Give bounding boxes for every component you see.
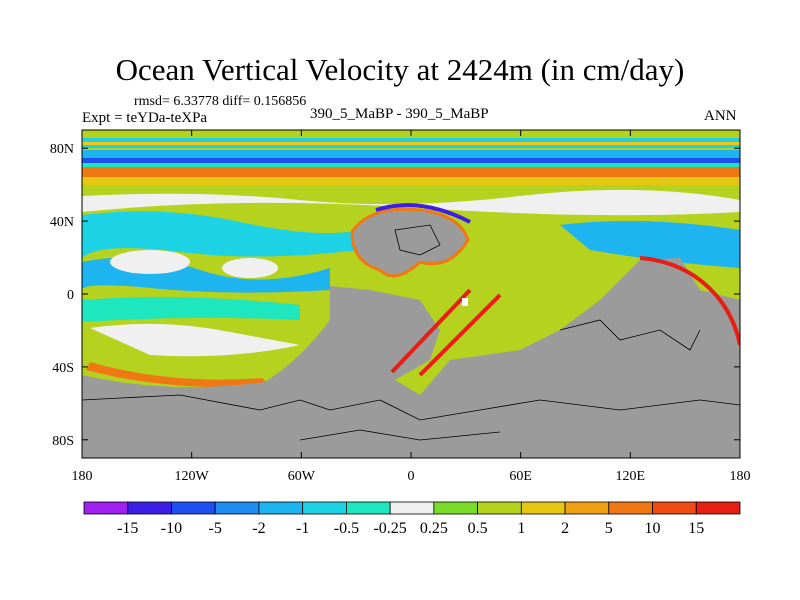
coastline [394, 224, 441, 256]
colorbar-label: -10 [161, 520, 182, 537]
colorbar-label: -0.5 [334, 520, 359, 537]
colorbar-label: 0.5 [468, 520, 488, 537]
arctic-band [82, 167, 740, 177]
arctic-band [82, 150, 740, 158]
x-tick-label: 60E [509, 469, 532, 484]
case-comparison-label: 390_5_MaBP - 390_5_MaBP [310, 106, 489, 122]
arctic-band [82, 177, 740, 185]
x-tick-label: 180 [730, 469, 751, 484]
colorbar-label: -2 [252, 520, 265, 537]
boundary-current [639, 256, 740, 346]
colorbar-label: 10 [645, 520, 661, 537]
land-north [350, 207, 470, 278]
x-tick-label: 120W [175, 469, 210, 484]
y-tick-label: 80S [52, 434, 74, 449]
coastline [299, 429, 501, 441]
colorbar-swatch [302, 501, 347, 515]
colorbar-swatch [171, 501, 216, 515]
field-patch [86, 362, 270, 388]
colorbar-swatch [345, 501, 391, 515]
x-tick-label: 120E [616, 469, 646, 484]
colorbar-swatch [477, 501, 522, 515]
map-field [82, 130, 740, 458]
colorbar-swatch [127, 501, 172, 515]
rmsd-diff-stats: rmsd= 6.33778 diff= 0.156856 [134, 94, 307, 109]
field-patch [82, 189, 740, 216]
colorbar-swatch [214, 501, 260, 515]
boundary-current [390, 288, 502, 377]
y-tick-label: 80N [50, 142, 74, 157]
colorbar-swatch [608, 501, 653, 515]
colorbar-label: -5 [209, 520, 222, 537]
colorbar-swatch [258, 501, 304, 515]
colorbar-swatch [389, 501, 435, 515]
colorbar-label: -1 [296, 520, 309, 537]
colorbar-label: 15 [688, 520, 704, 537]
colorbar-label: 2 [561, 520, 569, 537]
colorbar-label: 5 [605, 520, 613, 537]
coastline [559, 319, 701, 351]
x-tick-label: 0 [408, 469, 415, 484]
x-tick-label: 180 [72, 469, 93, 484]
x-tick-label: 60W [288, 469, 316, 484]
field-patch [110, 250, 190, 274]
colorbar-swatch [433, 501, 479, 515]
colorbar-label: -15 [117, 520, 138, 537]
axis-ticks: 180 120W 60W 0 60E 120E 180 80N 40N 0 40S 80S [50, 130, 751, 484]
colorbar-swatch [695, 501, 741, 515]
y-tick-label: 0 [67, 288, 74, 303]
y-tick-label: 40S [52, 361, 74, 376]
colorbar-swatch [83, 501, 129, 515]
arctic-band [82, 185, 740, 195]
chart-title: Ocean Vertical Velocity at 2424m (in cm/… [115, 52, 685, 87]
colorbar-swatch [652, 501, 697, 515]
colorbar-swatch [520, 501, 566, 515]
experiment-label: Expt = teYDa-teXPa [82, 110, 208, 126]
field-patch [90, 323, 300, 357]
arctic-band [82, 158, 740, 163]
colorbar-swatch [564, 501, 610, 515]
land-south [82, 258, 740, 458]
y-tick-label: 40N [50, 215, 74, 230]
field-patch [462, 298, 468, 306]
boundary-current [375, 203, 471, 224]
field-patch [560, 221, 740, 268]
season-label: ANN [704, 108, 737, 124]
coastline [82, 394, 740, 421]
arctic-band [82, 142, 740, 145]
field-patch [82, 296, 300, 322]
colorbar-label: 0.25 [420, 520, 448, 537]
field-patch [222, 258, 278, 278]
colorbar: -15 -10 -5 -2 -1 -0.5 -0.25 0.25 0.5 1 2 5 10 15 [83, 501, 741, 537]
colorbar-label: -0.25 [373, 520, 406, 537]
colorbar-label: 1 [517, 520, 525, 537]
arctic-band [82, 163, 740, 167]
field-patch [82, 211, 360, 258]
